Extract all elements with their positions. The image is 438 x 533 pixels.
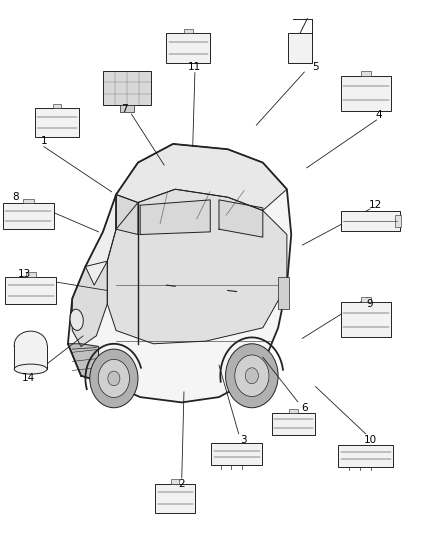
Ellipse shape bbox=[14, 331, 47, 359]
Bar bbox=[395, 215, 400, 227]
Bar bbox=[53, 103, 61, 108]
Ellipse shape bbox=[14, 364, 47, 374]
Text: 11: 11 bbox=[188, 62, 201, 71]
Bar bbox=[278, 277, 289, 309]
Circle shape bbox=[235, 355, 269, 397]
Bar bbox=[340, 211, 399, 231]
Bar bbox=[14, 345, 47, 369]
Bar bbox=[103, 70, 151, 106]
Bar bbox=[24, 199, 33, 203]
Bar bbox=[272, 413, 315, 435]
Polygon shape bbox=[107, 189, 287, 344]
Polygon shape bbox=[140, 200, 210, 235]
Bar bbox=[338, 445, 393, 467]
Bar bbox=[184, 29, 193, 33]
Text: 9: 9 bbox=[367, 299, 374, 309]
Circle shape bbox=[98, 359, 130, 398]
Ellipse shape bbox=[70, 309, 83, 330]
Bar bbox=[289, 409, 298, 413]
Polygon shape bbox=[116, 144, 287, 229]
Polygon shape bbox=[68, 344, 99, 381]
Bar bbox=[155, 484, 195, 513]
Polygon shape bbox=[219, 200, 263, 237]
Bar bbox=[120, 106, 134, 112]
Bar bbox=[340, 302, 391, 337]
Text: 14: 14 bbox=[22, 374, 35, 383]
Bar bbox=[171, 479, 179, 484]
Text: 6: 6 bbox=[301, 403, 308, 413]
Circle shape bbox=[90, 349, 138, 408]
Circle shape bbox=[226, 344, 278, 408]
Bar bbox=[340, 76, 391, 111]
Bar bbox=[288, 33, 312, 62]
Text: 2: 2 bbox=[178, 479, 185, 489]
Bar bbox=[3, 203, 53, 229]
Bar bbox=[166, 33, 210, 62]
Bar bbox=[360, 71, 371, 76]
Polygon shape bbox=[85, 195, 116, 285]
Text: 5: 5 bbox=[312, 62, 319, 71]
Text: 13: 13 bbox=[18, 270, 31, 279]
Text: 12: 12 bbox=[369, 200, 382, 210]
Bar bbox=[360, 297, 371, 303]
Text: 8: 8 bbox=[12, 192, 19, 202]
Text: 7: 7 bbox=[121, 104, 128, 114]
Text: 10: 10 bbox=[364, 435, 377, 445]
Text: 1: 1 bbox=[40, 136, 47, 146]
Bar bbox=[25, 272, 36, 277]
Bar bbox=[211, 443, 261, 465]
Circle shape bbox=[108, 371, 120, 386]
Text: 3: 3 bbox=[240, 435, 247, 445]
Polygon shape bbox=[68, 144, 291, 402]
Bar bbox=[6, 277, 56, 304]
Bar bbox=[35, 108, 79, 137]
Circle shape bbox=[245, 368, 258, 384]
Polygon shape bbox=[72, 261, 107, 346]
Polygon shape bbox=[116, 195, 138, 235]
Text: 4: 4 bbox=[375, 110, 382, 119]
